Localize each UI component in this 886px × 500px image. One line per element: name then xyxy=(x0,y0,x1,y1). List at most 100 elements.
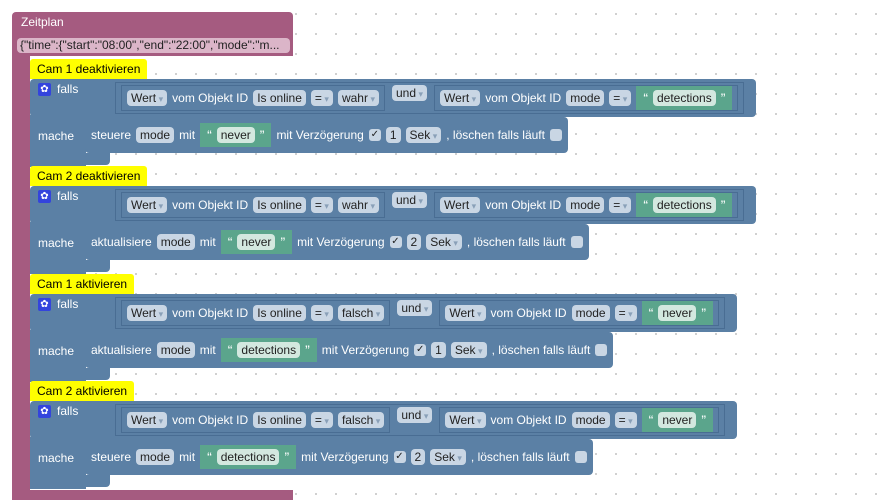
mutator-gear-icon[interactable]: ✿ xyxy=(38,83,51,96)
text-field[interactable]: detections xyxy=(652,197,716,213)
compare-block-right[interactable]: Wert vom Objekt ID mode=“never” xyxy=(439,407,720,433)
mutator-gear-icon[interactable]: ✿ xyxy=(38,298,51,311)
and-dropdown[interactable]: und xyxy=(397,300,433,316)
set-state-block[interactable]: steuere mode mit “detections” mit Verzögerun… xyxy=(85,439,593,475)
of-object-label: vom Objekt ID xyxy=(490,413,567,427)
operator-dropdown[interactable]: = xyxy=(310,90,333,106)
text-field[interactable]: detections xyxy=(237,342,301,358)
delay-value-field[interactable]: 2 xyxy=(410,449,426,465)
text-field[interactable]: detections xyxy=(652,90,716,106)
and-dropdown[interactable]: und xyxy=(397,407,433,423)
block-comment[interactable]: Cam 2 aktivieren xyxy=(30,381,135,401)
text-field[interactable]: never xyxy=(658,412,697,428)
operator-dropdown[interactable]: = xyxy=(609,197,632,213)
delay-value-field[interactable]: 2 xyxy=(406,234,422,250)
text-field[interactable]: never xyxy=(237,234,276,250)
if-block[interactable]: Cam 2 aktivieren ✿ falls Wert vom Objekt ID I… xyxy=(0,381,886,489)
mutator-gear-icon[interactable]: ✿ xyxy=(38,190,51,203)
and-dropdown[interactable]: und xyxy=(391,85,428,101)
object-id-field[interactable]: Is online xyxy=(253,412,306,428)
boolean-dropdown[interactable]: falsch xyxy=(337,412,385,428)
set-state-block[interactable]: steuere mode mit “never” mit Verzögerung ✓ 1 Se… xyxy=(85,117,568,153)
clear-running-checkbox[interactable] xyxy=(574,451,587,463)
text-block[interactable]: “never” xyxy=(641,301,714,325)
compare-block-left[interactable]: Wert vom Objekt ID Is online=wahr xyxy=(121,192,385,218)
block-comment[interactable]: Cam 1 deaktivieren xyxy=(30,59,148,79)
delay-checkbox[interactable]: ✓ xyxy=(393,451,406,463)
text-field[interactable]: never xyxy=(216,127,255,143)
object-id-field[interactable]: Is online xyxy=(253,90,306,106)
set-state-block[interactable]: aktualisiere mode mit “never” mit Verzögerun… xyxy=(85,224,589,260)
unit-dropdown[interactable]: Sek xyxy=(405,127,442,143)
of-object-label: vom Objekt ID xyxy=(172,306,249,320)
procedure-param-field[interactable]: {"time":{"start":"08:00","end":"22:00","… xyxy=(17,38,290,53)
and-dropdown[interactable]: und xyxy=(391,192,428,208)
if-block[interactable]: Cam 2 deaktivieren ✿ falls Wert vom Objekt I… xyxy=(0,166,886,274)
quote-close: ” xyxy=(305,342,310,358)
text-block[interactable]: “detections” xyxy=(200,445,297,469)
operator-dropdown[interactable]: = xyxy=(614,412,637,428)
text-field[interactable]: never xyxy=(658,305,697,321)
unit-dropdown[interactable]: Sek xyxy=(450,342,487,358)
boolean-dropdown[interactable]: falsch xyxy=(337,305,385,321)
object-id-field[interactable]: mode xyxy=(566,197,605,213)
value-dropdown[interactable]: Wert xyxy=(127,305,168,321)
set-state-block[interactable]: aktualisiere mode mit “detections” mit Verzö… xyxy=(85,332,614,368)
value-dropdown[interactable]: Wert xyxy=(440,197,481,213)
value-dropdown[interactable]: Wert xyxy=(127,90,168,106)
operator-dropdown[interactable]: = xyxy=(609,90,632,106)
block-comment[interactable]: Cam 1 aktivieren xyxy=(30,274,135,294)
mutator-gear-icon[interactable]: ✿ xyxy=(38,405,51,418)
value-dropdown[interactable]: Wert xyxy=(127,412,168,428)
delay-value-field[interactable]: 1 xyxy=(431,342,446,358)
text-block[interactable]: “detections” xyxy=(220,338,317,362)
operator-dropdown[interactable]: = xyxy=(310,197,333,213)
boolean-dropdown[interactable]: wahr xyxy=(337,197,379,213)
boolean-dropdown[interactable]: wahr xyxy=(337,90,379,106)
object-id-field[interactable]: mode xyxy=(571,305,610,321)
delay-checkbox[interactable]: ✓ xyxy=(389,236,402,248)
text-block[interactable]: “detections” xyxy=(636,86,733,110)
text-block[interactable]: “detections” xyxy=(636,193,733,217)
target-field[interactable]: mode xyxy=(136,127,175,143)
unit-dropdown[interactable]: Sek xyxy=(430,449,466,465)
object-id-field[interactable]: mode xyxy=(571,412,610,428)
value-dropdown[interactable]: Wert xyxy=(445,305,486,321)
if-block[interactable]: Cam 1 deaktivieren ✿ falls Wert vom Objekt I… xyxy=(0,59,886,167)
if-block[interactable]: Cam 1 aktivieren ✿ falls Wert vom Objekt ID I… xyxy=(0,274,886,382)
object-id-field[interactable]: Is online xyxy=(253,197,306,213)
target-field[interactable]: mode xyxy=(136,449,175,465)
object-id-field[interactable]: mode xyxy=(566,90,605,106)
value-dropdown[interactable]: Wert xyxy=(440,90,481,106)
delay-checkbox[interactable]: ✓ xyxy=(414,344,427,356)
text-block[interactable]: “never” xyxy=(220,230,293,254)
target-field[interactable]: mode xyxy=(156,342,195,358)
value-dropdown[interactable]: Wert xyxy=(127,197,168,213)
operator-dropdown[interactable]: = xyxy=(310,305,333,321)
operator-dropdown[interactable]: = xyxy=(614,305,637,321)
compare-block-left[interactable]: Wert vom Objekt ID Is online=wahr xyxy=(121,85,385,111)
text-field[interactable]: detections xyxy=(216,449,280,465)
target-field[interactable]: mode xyxy=(156,234,195,250)
clear-running-checkbox[interactable] xyxy=(570,236,583,248)
compare-block-left[interactable]: Wert vom Objekt ID Is online=falsch xyxy=(121,300,391,326)
value-dropdown[interactable]: Wert xyxy=(445,412,486,428)
unit-dropdown[interactable]: Sek xyxy=(426,234,462,250)
operator-dropdown[interactable]: = xyxy=(310,412,333,428)
delay-value-field[interactable]: 1 xyxy=(385,127,401,143)
delay-checkbox[interactable]: ✓ xyxy=(368,129,381,141)
clear-running-checkbox[interactable] xyxy=(549,129,562,141)
block-comment[interactable]: Cam 2 deaktivieren xyxy=(30,166,148,186)
text-block[interactable]: “never” xyxy=(641,408,714,432)
text-block[interactable]: “never” xyxy=(200,123,272,147)
object-id-field[interactable]: Is online xyxy=(253,305,306,321)
compare-block-left[interactable]: Wert vom Objekt ID Is online=falsch xyxy=(121,407,391,433)
clear-running-checkbox[interactable] xyxy=(595,344,608,356)
